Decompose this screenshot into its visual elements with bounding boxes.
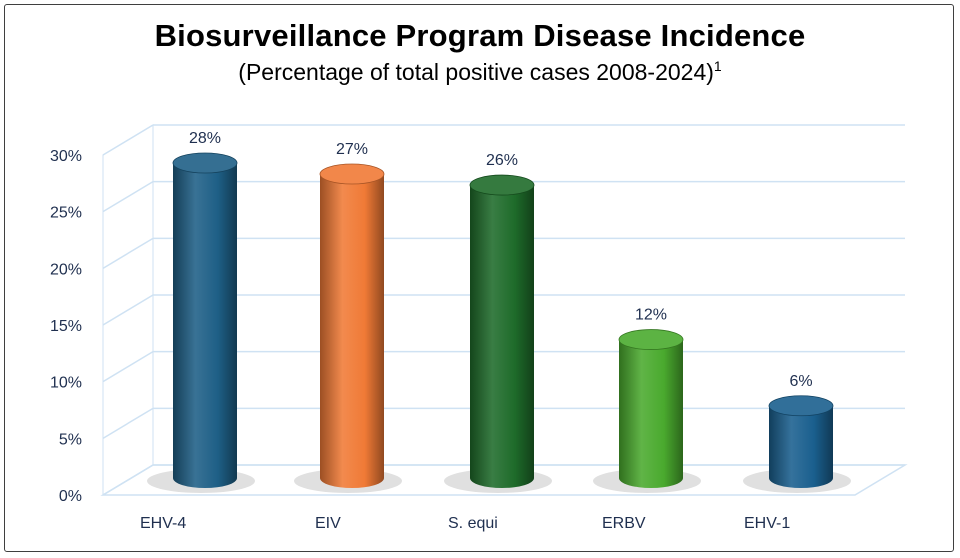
gridline-side [102,294,154,326]
bar-body [619,339,683,488]
bar-top [768,395,834,417]
x-tick-label: S. equi [448,515,498,532]
gridline-side [102,464,154,496]
bar-body [320,174,384,489]
bar-top [618,329,684,350]
data-label: 28% [189,130,221,147]
gridline-side [102,351,154,383]
x-axis-categories: EHV-4 EIV S. equi ERBV EHV-1 [140,515,790,532]
x-tick-label: EHV-1 [744,515,790,532]
gridline-side [102,237,154,269]
x-tick-label: EIV [315,515,341,532]
bar-eiv [294,163,402,493]
chart-subtitle-text: (Percentage of total positive cases 2008… [238,59,714,85]
data-label: 26% [486,152,518,169]
bar-ehv-1 [743,395,851,493]
bar-body [173,163,237,488]
bar-top [469,174,535,196]
gridline-side [102,124,154,156]
y-tick-label: 5% [59,431,82,448]
y-tick-label: 15% [50,318,82,335]
y-tick-label: 25% [50,205,82,222]
chart-subtitle: (Percentage of total positive cases 2008… [0,58,960,86]
gridline-side [102,407,154,439]
bars [147,152,851,493]
data-labels: 28% 27% 26% 12% 6% [189,130,813,390]
bar-top [319,163,385,185]
data-label: 6% [789,373,812,390]
y-tick-label: 30% [50,148,82,165]
subtitle-footnote: 1 [713,58,722,74]
y-tick-label: 0% [59,488,82,505]
bar-body [470,185,534,489]
bar-body [769,405,833,488]
y-tick-label: 10% [50,375,82,392]
gridline-side [102,181,154,213]
y-tick-label: 20% [50,261,82,278]
bar-s-equi [444,174,552,493]
x-tick-label: EHV-4 [140,515,186,532]
chart-title: Biosurveillance Program Disease Incidenc… [154,18,806,53]
x-tick-label: ERBV [602,515,646,532]
bar-top [172,152,238,174]
bar-erbv [593,329,701,493]
data-label: 12% [635,307,667,324]
y-axis-ticks: 0% 5% 10% 15% 20% 25% 30% [50,148,82,505]
bar-ehv-4 [147,152,255,493]
data-label: 27% [336,141,368,158]
